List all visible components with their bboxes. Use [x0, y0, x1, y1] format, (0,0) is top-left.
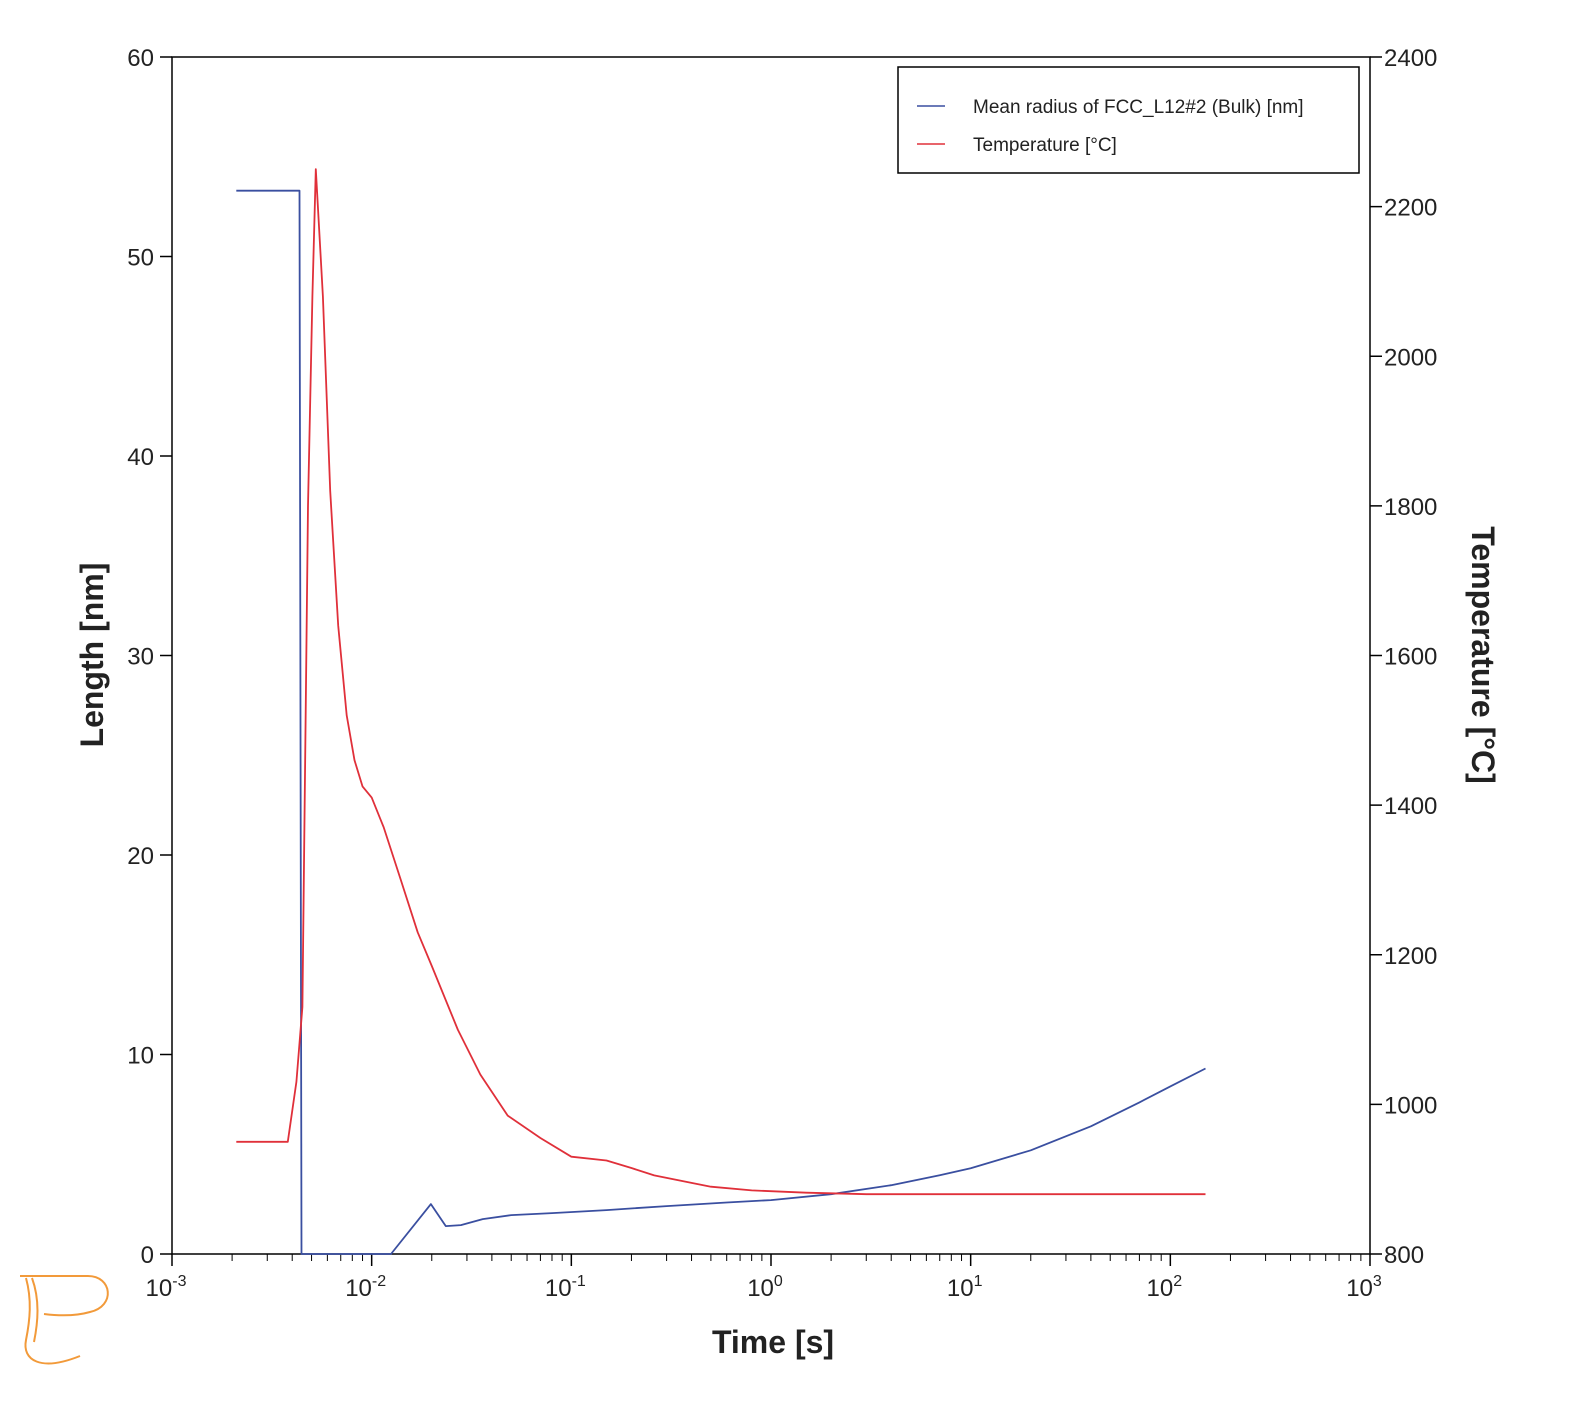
x-tick-label: 100	[747, 1273, 783, 1302]
y-tick-label: 20	[127, 843, 154, 870]
x-tick-label: 102	[1147, 1273, 1183, 1302]
y-tick-label: 50	[127, 245, 154, 272]
y2-axis-ticks: 800 1000 1200 1400 1600 1800 2000 2200 2400	[1370, 45, 1437, 1269]
y2-tick-label: 2200	[1384, 195, 1437, 222]
y2-tick-label: 1400	[1384, 793, 1437, 820]
x-tick-label: 10-1	[545, 1273, 586, 1302]
legend-box	[897, 66, 1360, 174]
y2-tick-label: 1200	[1384, 943, 1437, 970]
y2-tick-label: 1800	[1384, 494, 1437, 521]
x-axis-title: Time [s]	[712, 1324, 834, 1360]
x-tick-label: 10-3	[146, 1273, 187, 1302]
y-tick-label: 10	[127, 1043, 154, 1070]
y-tick-label: 30	[127, 644, 154, 671]
y-axis-ticks: 0 10 20 30 40 50 60	[127, 45, 172, 1269]
series-line-temperature	[236, 168, 1206, 1196]
y-tick-label: 60	[127, 45, 154, 72]
y-axis-title: Length [nm]	[74, 563, 110, 748]
legend: Mean radius of FCC_L12#2 (Bulk) [nm] Tem…	[897, 66, 1360, 174]
x-tick-label: 103	[1346, 1273, 1382, 1302]
series-layer	[236, 168, 1206, 1255]
y-tick-label: 0	[141, 1242, 154, 1269]
series-line-radius	[236, 189, 1206, 1255]
y-tick-label: 40	[127, 444, 154, 471]
y2-tick-label: 800	[1384, 1242, 1424, 1269]
x-axis-ticks: 10-3 10-2 10-1 100 101 102 103	[146, 1254, 1382, 1302]
y2-tick-label: 1600	[1384, 644, 1437, 671]
x-tick-label: 101	[947, 1273, 983, 1302]
legend-label-temperature: Temperature [°C]	[973, 135, 1117, 156]
y2-tick-label: 2400	[1384, 45, 1437, 72]
x-tick-label: 10-2	[345, 1273, 386, 1302]
plot-frame	[171, 56, 1371, 1255]
legend-label-radius: Mean radius of FCC_L12#2 (Bulk) [nm]	[973, 97, 1304, 118]
thermo-calc-logo	[20, 1275, 109, 1365]
y2-axis-title: Temperature [°C]	[1465, 526, 1501, 784]
y2-tick-label: 1000	[1384, 1092, 1437, 1119]
y2-tick-label: 2000	[1384, 344, 1437, 371]
